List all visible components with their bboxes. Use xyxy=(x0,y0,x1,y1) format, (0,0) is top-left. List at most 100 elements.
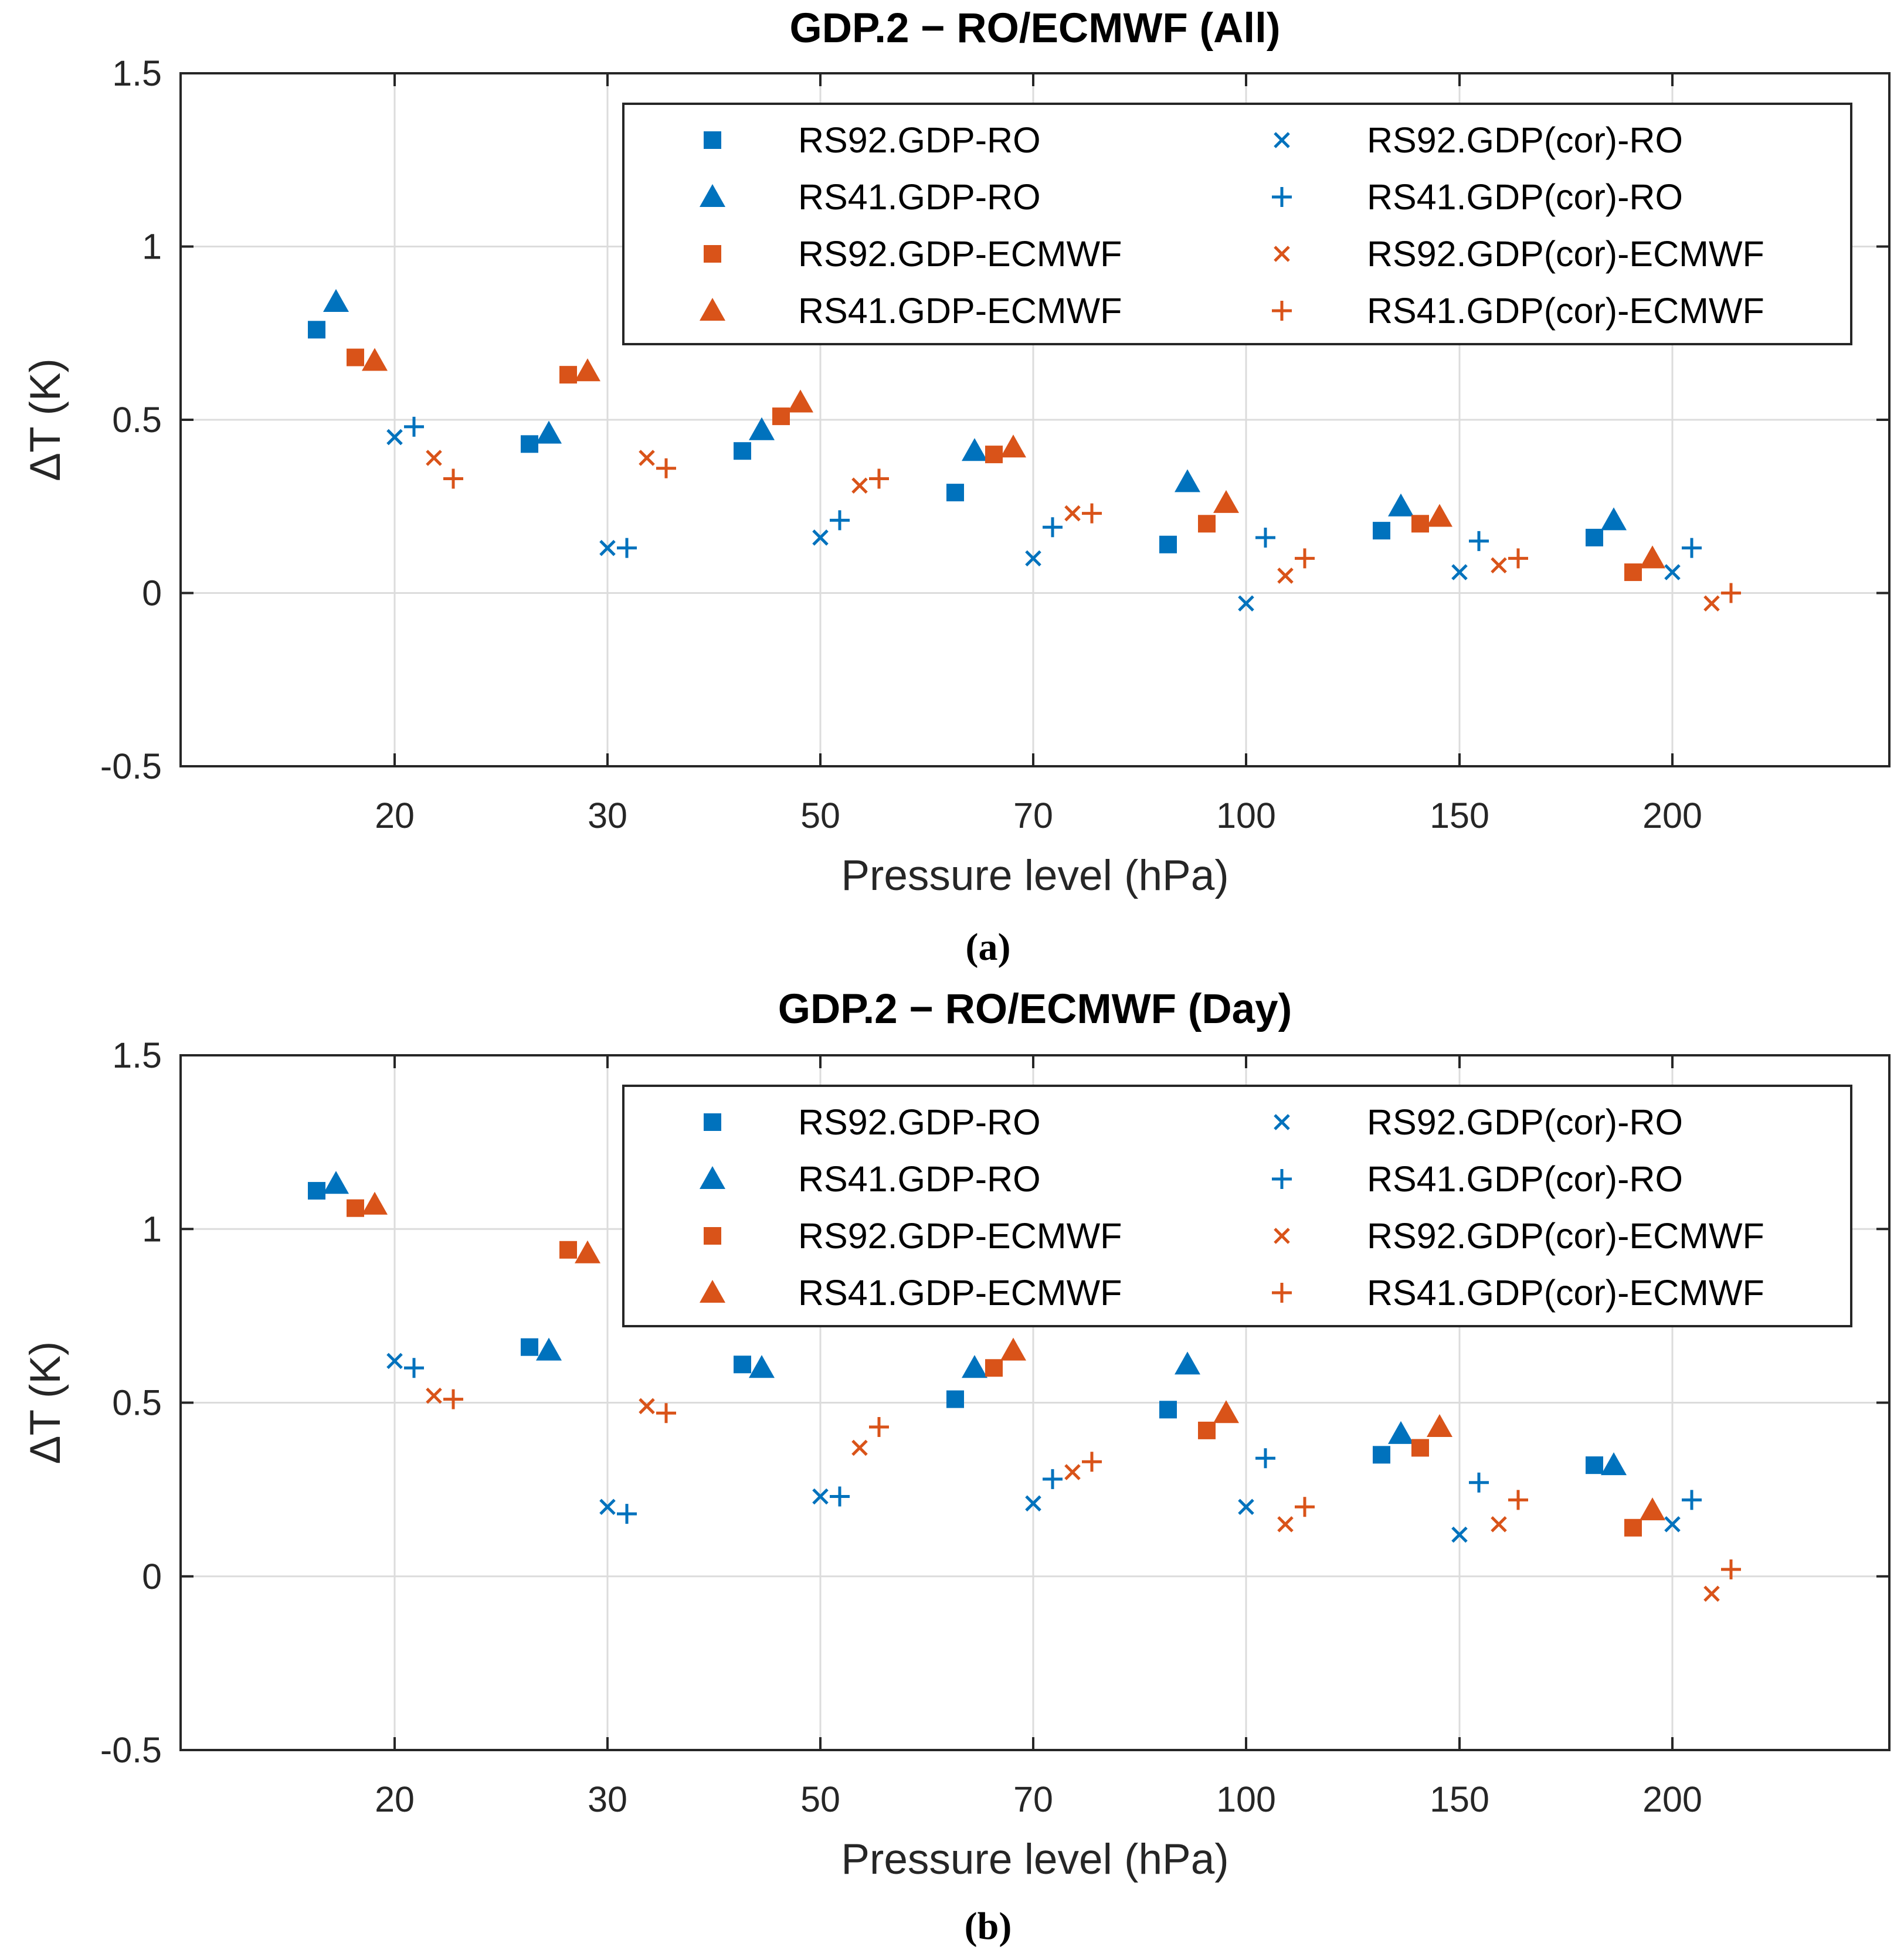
data-point xyxy=(851,477,868,494)
series-rs41-gdp-cor-ro xyxy=(404,416,1702,558)
x-axis-label: Pressure level (hPa) xyxy=(841,1836,1228,1883)
data-point xyxy=(1064,1464,1081,1480)
data-point xyxy=(639,450,655,466)
data-point xyxy=(1624,1518,1642,1537)
series-rs41-gdp-ro xyxy=(323,289,1627,531)
data-point xyxy=(536,1337,562,1361)
data-point xyxy=(985,446,1003,464)
legend-entry-label: RS41.GDP(cor)-RO xyxy=(1367,1159,1683,1199)
data-point xyxy=(1451,1526,1468,1543)
data-point xyxy=(1624,563,1642,582)
legend: RS92.GDP-RO RS41.GDP-RO RS92.GDP-ECMWF RS41… xyxy=(622,103,1852,345)
series-rs41-gdp-ecmwf xyxy=(362,348,1665,569)
x-tick-label: 100 xyxy=(1216,1779,1276,1819)
legend-marker xyxy=(1274,1228,1290,1244)
y-tick-label: 1 xyxy=(142,1209,162,1249)
series-rs92-gdp-cor-ecmwf xyxy=(426,450,1720,611)
data-point xyxy=(1064,505,1081,522)
series-rs41-gdp-ro xyxy=(323,1171,1627,1476)
legend-entry-label: RS92.GDP(cor)-RO xyxy=(1367,120,1683,160)
data-point xyxy=(1508,1490,1528,1510)
data-point xyxy=(575,1240,600,1263)
legend-marker xyxy=(704,131,721,149)
legend-marker xyxy=(1274,132,1290,148)
data-point xyxy=(1255,1448,1275,1469)
legend-marker xyxy=(700,1280,725,1303)
data-point xyxy=(362,1191,388,1215)
data-point xyxy=(1682,538,1702,558)
data-point xyxy=(1491,557,1507,573)
x-tick-label: 20 xyxy=(375,1779,415,1819)
data-point xyxy=(1238,595,1254,611)
data-point xyxy=(869,468,889,489)
legend-entry-label: RS41.GDP(cor)-RO xyxy=(1367,177,1683,217)
y-axis-label: ΔT (K) xyxy=(22,1341,69,1465)
data-point xyxy=(962,438,987,461)
y-tick-label: -0.5 xyxy=(100,1730,162,1770)
data-point xyxy=(1295,1497,1315,1517)
data-point xyxy=(308,321,325,339)
legend-marker xyxy=(1272,1169,1292,1189)
data-point xyxy=(946,1390,964,1408)
y-tick-label: 0.5 xyxy=(112,1383,162,1423)
data-point xyxy=(1411,515,1429,533)
series-rs41-gdp-cor-ro xyxy=(404,1358,1702,1524)
legend-entry-label: RS92.GDP-ECMWF xyxy=(798,1216,1122,1256)
data-point xyxy=(1295,548,1315,569)
panel-caption: (b) xyxy=(965,1905,1012,1948)
legend-marker xyxy=(1272,187,1292,207)
data-point xyxy=(1388,1421,1414,1444)
data-point xyxy=(1025,550,1041,567)
x-tick-label: 150 xyxy=(1430,796,1489,835)
data-point xyxy=(1000,434,1026,458)
legend-entry-label: RS41.GDP-ECMWF xyxy=(798,1273,1122,1313)
data-point xyxy=(1411,1439,1429,1457)
data-point xyxy=(1213,1400,1239,1423)
data-point xyxy=(1198,515,1216,533)
legend-entry-label: RS92.GDP-RO xyxy=(798,120,1041,160)
data-point xyxy=(962,1355,987,1378)
legend-marker xyxy=(704,1113,721,1131)
data-point xyxy=(443,468,463,489)
x-tick-label: 100 xyxy=(1216,796,1276,835)
data-point xyxy=(404,1358,424,1378)
data-point xyxy=(1388,493,1414,517)
data-point xyxy=(426,1387,442,1404)
x-axis-label: Pressure level (hPa) xyxy=(841,852,1228,899)
legend-entry-label: RS92.GDP(cor)-ECMWF xyxy=(1367,234,1764,274)
data-point xyxy=(1373,1446,1390,1464)
data-point xyxy=(1082,1452,1102,1472)
x-tick-label: 150 xyxy=(1430,1779,1489,1819)
data-point xyxy=(404,416,424,437)
data-point xyxy=(1198,1421,1216,1439)
x-tick-label: 200 xyxy=(1642,1779,1702,1819)
legend-entry-label: RS92.GDP(cor)-ECMWF xyxy=(1367,1216,1764,1256)
data-point xyxy=(347,1199,364,1217)
data-point xyxy=(1043,517,1063,538)
legend-entry-label: RS92.GDP(cor)-RO xyxy=(1367,1102,1683,1142)
chart-title: GDP.2 − RO/ECMWF (Day) xyxy=(778,986,1292,1032)
data-point xyxy=(772,407,790,426)
data-point xyxy=(985,1359,1003,1377)
x-tick-label: 30 xyxy=(588,796,627,835)
data-point xyxy=(1682,1490,1702,1510)
data-point xyxy=(1703,1585,1720,1602)
data-point xyxy=(1469,531,1489,551)
legend-entry-label: RS41.GDP-RO xyxy=(798,177,1041,217)
data-point xyxy=(1043,1469,1063,1489)
data-point xyxy=(1469,1472,1489,1493)
data-point xyxy=(362,348,388,371)
data-point xyxy=(521,1338,538,1356)
y-axis-label: ΔT (K) xyxy=(22,358,69,481)
series-rs92-gdp-ecmwf xyxy=(347,348,1642,582)
legend-entry-label: RS92.GDP-RO xyxy=(798,1102,1041,1142)
data-point xyxy=(749,1355,775,1378)
legend: RS92.GDP-RO RS41.GDP-RO RS92.GDP-ECMWF RS41… xyxy=(622,1085,1852,1327)
series-rs92-gdp-ro xyxy=(308,1182,1603,1474)
y-tick-label: 1.5 xyxy=(112,53,162,93)
legend-marker xyxy=(704,1227,721,1245)
legend-entry-label: RS41.GDP-ECMWF xyxy=(798,291,1122,331)
data-point xyxy=(386,429,403,446)
data-point xyxy=(851,1439,868,1456)
